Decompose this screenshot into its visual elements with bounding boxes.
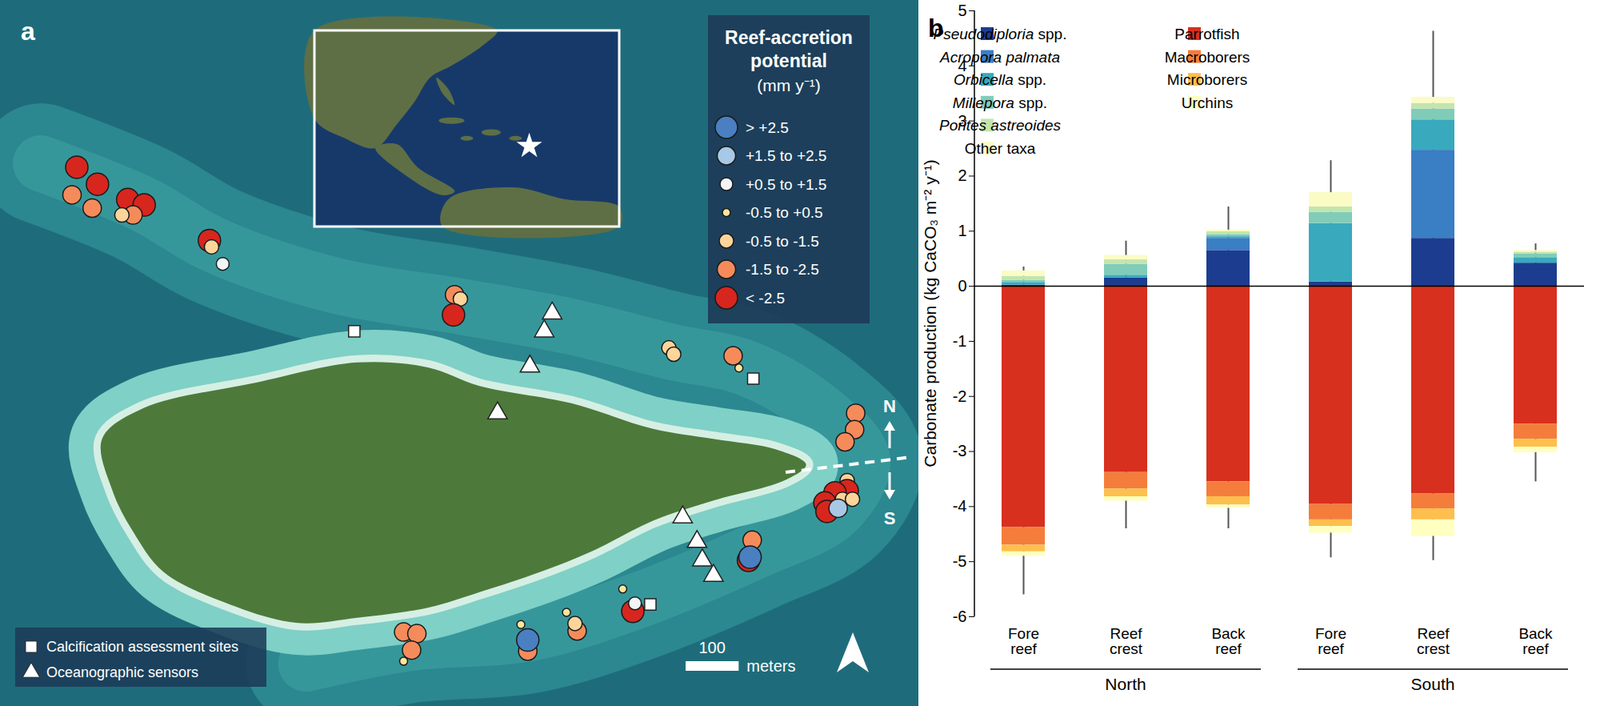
svg-text:Acropora palmata: Acropora palmata bbox=[939, 48, 1060, 65]
svg-text:Macroborers: Macroborers bbox=[1164, 48, 1251, 65]
svg-text:+0.5 to +1.5: +0.5 to +1.5 bbox=[745, 176, 827, 193]
svg-text:b: b bbox=[928, 13, 944, 43]
svg-text:Carbonate production (kg CaCO₃: Carbonate production (kg CaCO₃ m⁻² y⁻¹) bbox=[920, 159, 940, 467]
svg-text:-3: -3 bbox=[952, 441, 968, 460]
svg-text:Calcification assessment sites: Calcification assessment sites bbox=[46, 638, 239, 655]
svg-text:Reefcrest: Reefcrest bbox=[1109, 624, 1144, 657]
svg-text:-2: -2 bbox=[952, 387, 968, 405]
svg-text:2: 2 bbox=[957, 166, 967, 184]
svg-text:Reefcrest: Reefcrest bbox=[1416, 624, 1451, 657]
svg-text:a: a bbox=[20, 16, 36, 46]
svg-text:Millepora spp.: Millepora spp. bbox=[952, 93, 1048, 111]
svg-text:< -2.5: < -2.5 bbox=[745, 289, 785, 307]
svg-text:Other taxa: Other taxa bbox=[964, 140, 1036, 157]
svg-text:100: 100 bbox=[698, 638, 725, 656]
svg-text:-5: -5 bbox=[952, 552, 968, 570]
svg-text:Backreef: Backreef bbox=[1211, 624, 1246, 657]
svg-text:Porites astreoides: Porites astreoides bbox=[939, 116, 1062, 134]
svg-text:Parrotfish: Parrotfish bbox=[1174, 25, 1240, 43]
svg-text:Forereef: Forereef bbox=[1008, 624, 1040, 657]
svg-text:Orbicella spp.: Orbicella spp. bbox=[953, 71, 1047, 88]
svg-text:South: South bbox=[1411, 674, 1456, 693]
svg-text:Pseudodiploria spp.: Pseudodiploria spp. bbox=[933, 25, 1068, 43]
svg-text:0: 0 bbox=[957, 276, 967, 295]
svg-text:-4: -4 bbox=[952, 496, 968, 515]
svg-text:1: 1 bbox=[957, 221, 967, 240]
svg-text:Oceanographic sensors: Oceanographic sensors bbox=[46, 664, 199, 680]
svg-text:+1.5 to +2.5: +1.5 to +2.5 bbox=[745, 147, 827, 164]
svg-text:S: S bbox=[884, 508, 896, 528]
svg-text:Forereef: Forereef bbox=[1315, 624, 1347, 657]
svg-text:-1.5 to -2.5: -1.5 to -2.5 bbox=[745, 260, 820, 278]
svg-text:(mm y⁻¹): (mm y⁻¹) bbox=[756, 76, 820, 95]
svg-text:5: 5 bbox=[957, 1, 967, 20]
svg-text:-0.5 to -1.5: -0.5 to -1.5 bbox=[745, 232, 820, 250]
svg-text:Backreef: Backreef bbox=[1518, 624, 1553, 657]
svg-text:-6: -6 bbox=[952, 607, 968, 625]
svg-text:meters: meters bbox=[746, 656, 796, 675]
svg-text:Microborers: Microborers bbox=[1167, 71, 1248, 88]
svg-text:-1: -1 bbox=[952, 332, 968, 350]
svg-text:Reef-accretion: Reef-accretion bbox=[724, 27, 853, 48]
svg-text:> +2.5: > +2.5 bbox=[745, 119, 789, 136]
svg-text:-0.5 to +0.5: -0.5 to +0.5 bbox=[745, 204, 824, 221]
svg-text:Urchins: Urchins bbox=[1181, 93, 1233, 111]
svg-text:North: North bbox=[1104, 674, 1146, 693]
svg-text:N: N bbox=[883, 396, 896, 416]
svg-text:potential: potential bbox=[750, 50, 828, 72]
